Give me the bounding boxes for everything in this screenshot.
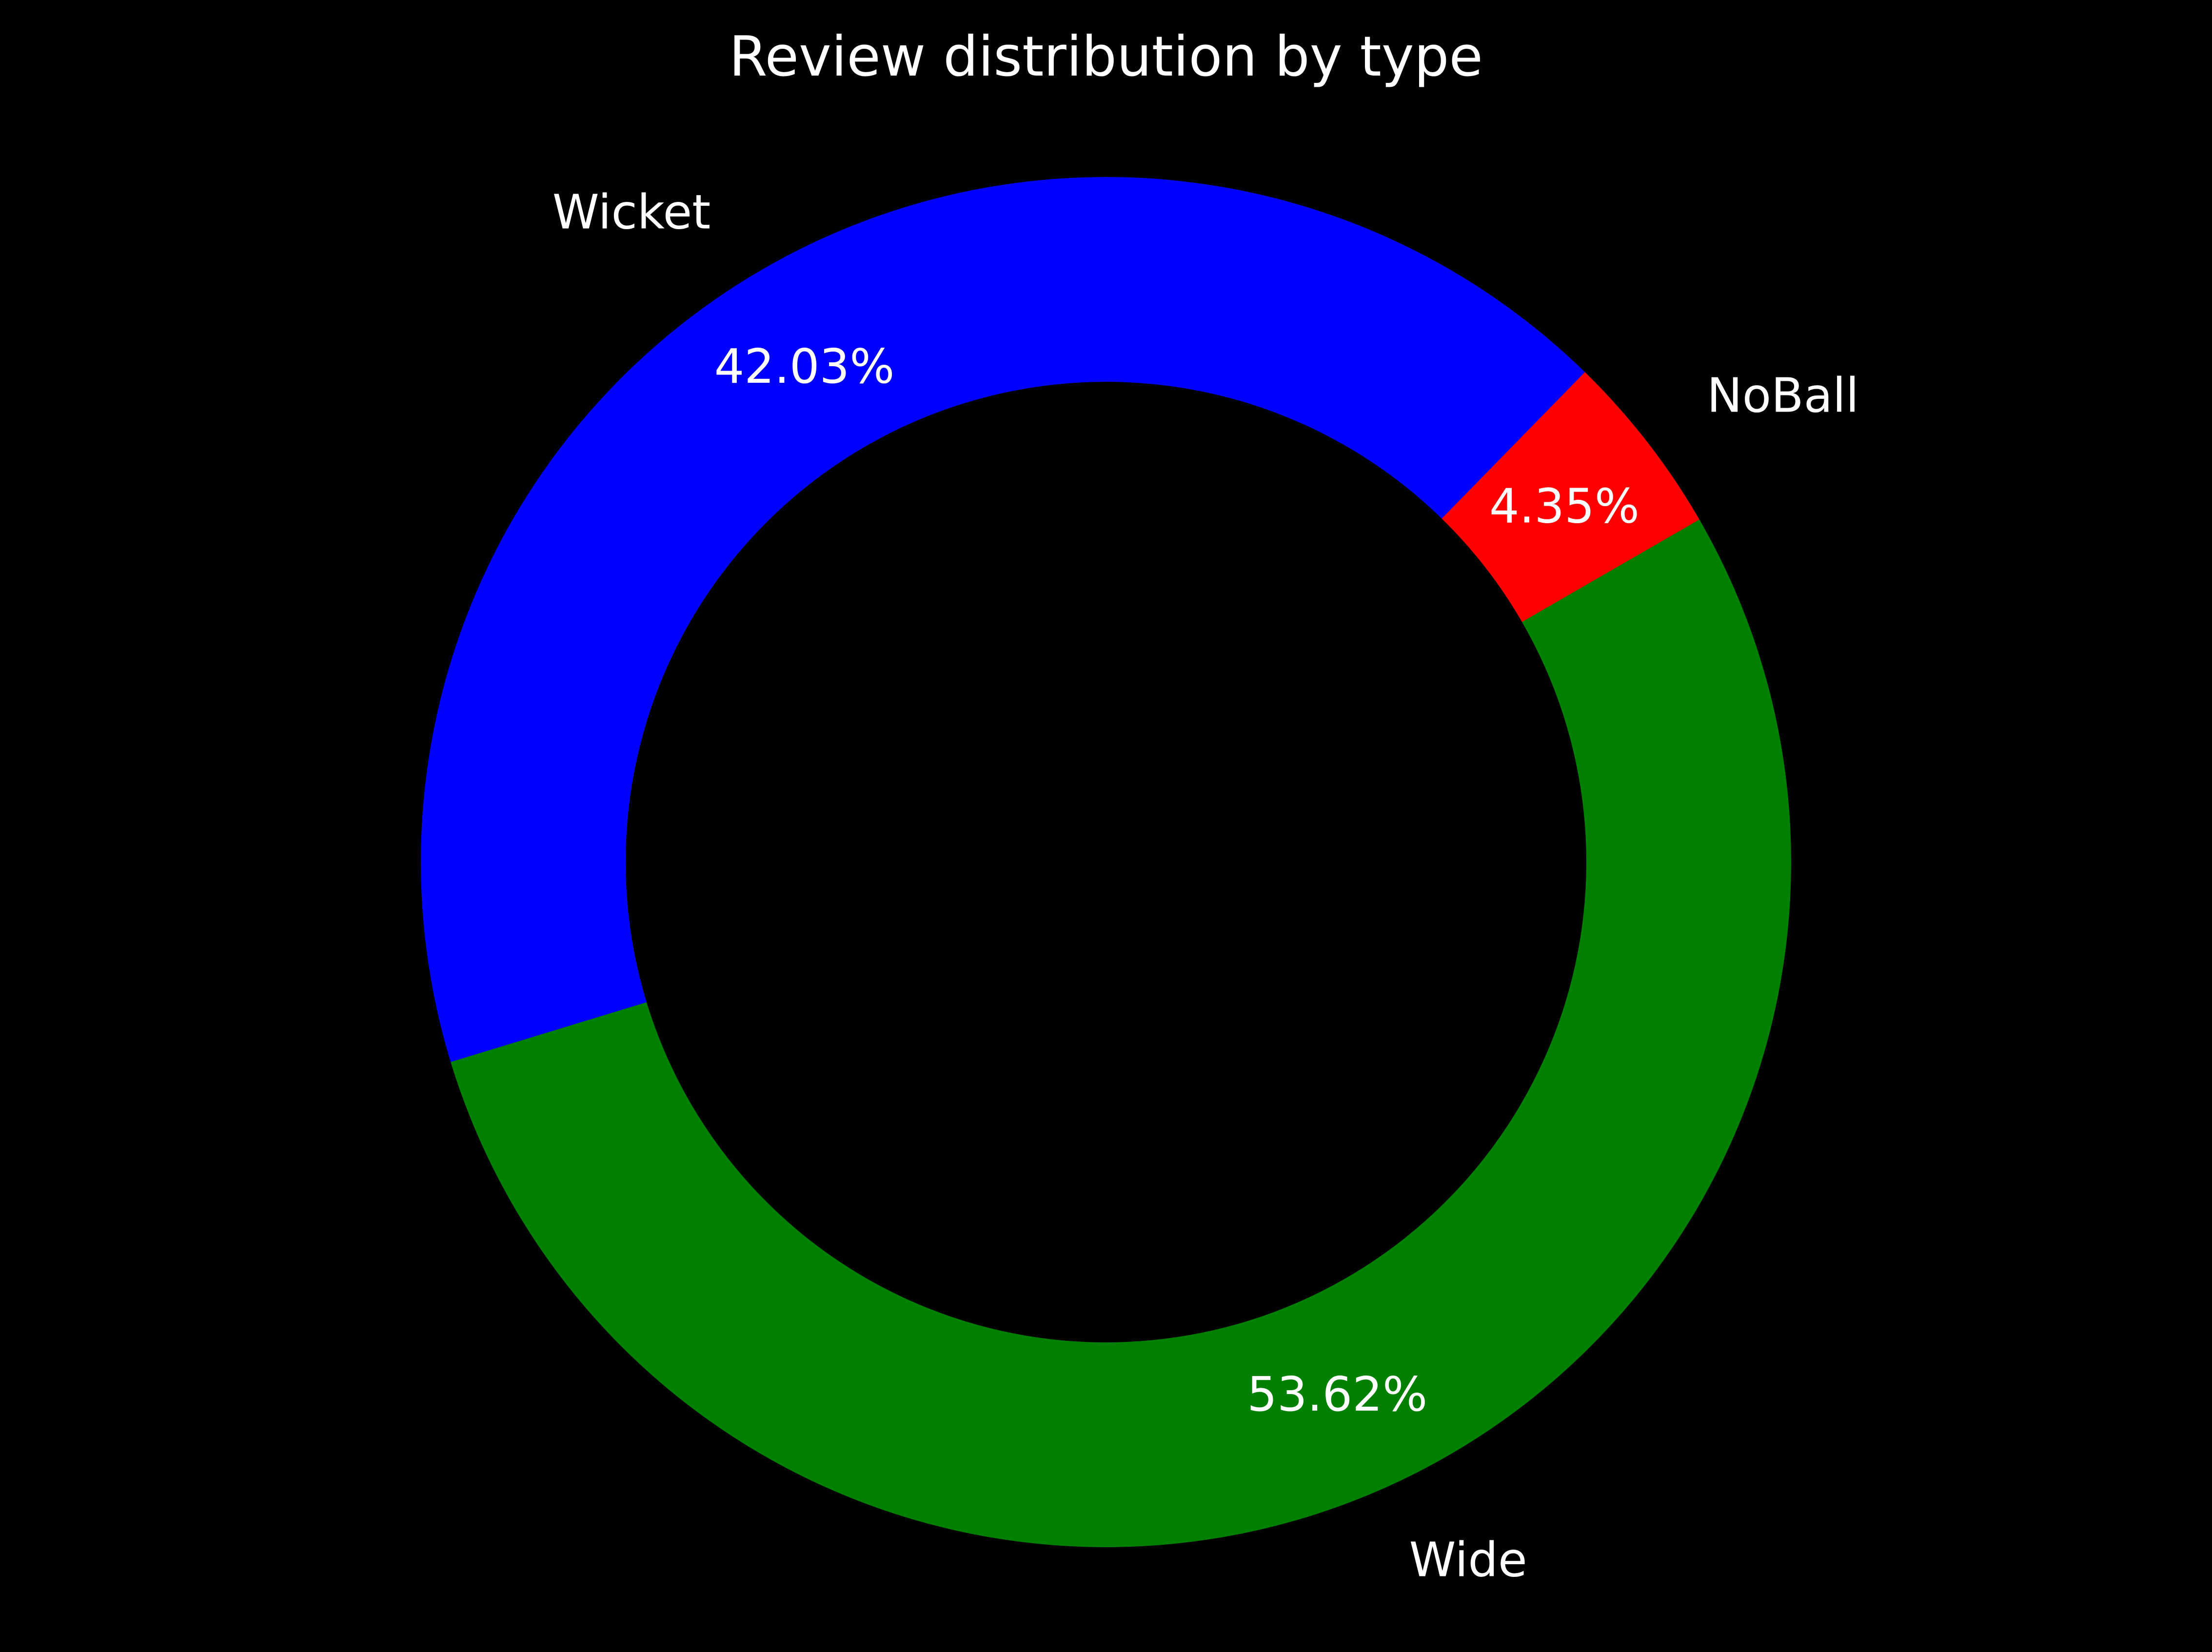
slice-label-wicket: Wicket bbox=[553, 185, 711, 240]
slice-noball bbox=[1442, 372, 1699, 622]
slices-group bbox=[421, 177, 1792, 1548]
labels-group: 4.35% NoBall 42.03% Wicket 53.62% Wide bbox=[553, 185, 1859, 1588]
chart-title: Review distribution by type bbox=[729, 24, 1483, 89]
slice-label-wide: Wide bbox=[1409, 1532, 1527, 1587]
pct-label-noball: 4.35% bbox=[1489, 479, 1639, 534]
slice-label-noball: NoBall bbox=[1707, 368, 1859, 423]
pct-label-wicket: 42.03% bbox=[714, 339, 895, 394]
pct-label-wide: 53.62% bbox=[1247, 1367, 1427, 1422]
slice-wide bbox=[451, 519, 1792, 1548]
slice-wicket bbox=[421, 177, 1585, 1062]
